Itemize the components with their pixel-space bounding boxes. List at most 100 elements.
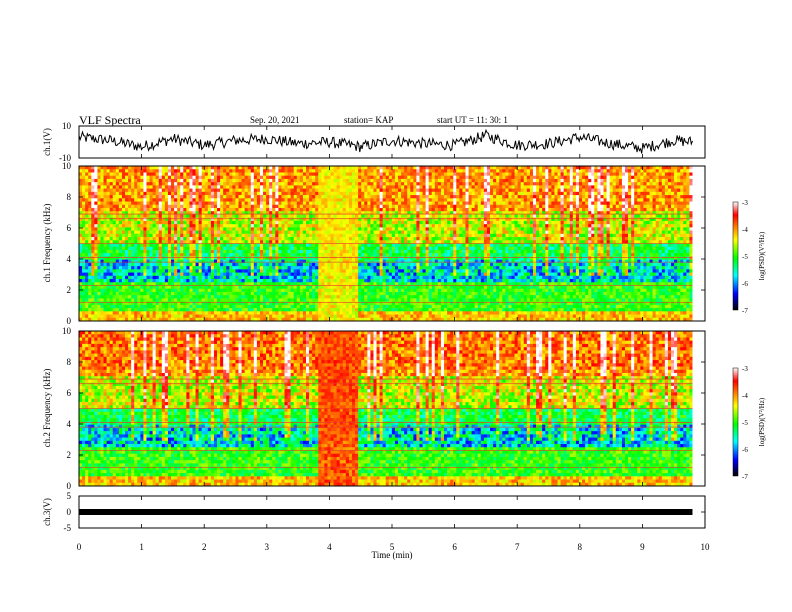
spectrogram-cell: [272, 204, 276, 209]
spectrogram-cell: [302, 178, 307, 183]
spectrogram-cell: [109, 308, 114, 312]
spectrogram-cell: [391, 285, 396, 290]
spectrogram-cell: [287, 266, 292, 270]
spectrogram-cell: [305, 207, 310, 212]
spectrogram-cell: [272, 230, 276, 235]
spectrogram-cell: [118, 220, 123, 225]
spectrogram-cell: [189, 269, 193, 273]
spectrogram-cell: [315, 253, 319, 257]
spectrogram-cell: [348, 224, 353, 228]
spectrogram-cell: [358, 272, 362, 277]
spectrogram-cell: [137, 272, 141, 277]
spectrogram-cell: [109, 230, 114, 235]
spectrogram-cell: [146, 230, 150, 235]
spectrogram-cell: [174, 259, 178, 264]
spectrogram-cell: [361, 204, 365, 209]
spectrogram-cell: [79, 298, 83, 303]
spectrogram-cell: [210, 253, 215, 257]
spectrogram-cell: [312, 217, 316, 222]
spectrogram-cell: [382, 272, 387, 277]
spectrogram-cell: [269, 178, 273, 183]
spectrogram-cell: [85, 204, 89, 209]
spectrogram-cell: [336, 256, 341, 261]
spectrogram-cell: [382, 230, 387, 235]
spectrogram-cell: [213, 237, 218, 241]
spectrogram-cell: [361, 233, 365, 238]
spectrogram-cell: [125, 301, 129, 306]
spectrogram-cell: [302, 272, 307, 277]
spectrogram-cell: [109, 227, 114, 231]
spectrogram-cell: [336, 169, 341, 173]
spectrogram-cell: [198, 211, 203, 215]
spectrogram-cell: [269, 246, 273, 251]
spectrogram-cell: [152, 275, 157, 280]
spectrogram-cell: [342, 291, 347, 296]
spectrogram-cell: [112, 259, 117, 264]
spectrogram-cell: [315, 166, 319, 170]
spectrogram-cell: [207, 185, 212, 190]
spectrogram-cell: [192, 217, 196, 222]
spectrogram-cell: [333, 207, 338, 212]
spectrogram-cell: [253, 304, 258, 309]
spectrogram-cell: [385, 285, 390, 290]
spectrogram-cell: [281, 288, 285, 293]
spectrogram-cell: [140, 214, 144, 219]
spectrogram-cell: [152, 195, 157, 199]
spectrogram-cell: [376, 233, 381, 238]
spectrogram-cell: [315, 272, 319, 277]
spectrogram-cell: [94, 178, 98, 183]
spectrogram-cell: [201, 249, 206, 254]
spectrogram-cell: [376, 304, 381, 309]
spectrogram-cell: [158, 295, 163, 299]
spectrogram-cell: [177, 204, 181, 209]
spectrogram-cell: [348, 240, 353, 244]
spectrogram-cell: [241, 166, 246, 170]
spectrogram-cell: [391, 233, 396, 238]
spectrogram-cell: [155, 259, 160, 264]
spectrogram-cell: [376, 317, 381, 322]
spectrogram-cell: [79, 237, 83, 241]
spectrogram-cell: [118, 288, 123, 293]
spectrogram-cell: [186, 253, 190, 257]
spectrogram-cell: [275, 217, 279, 222]
spectrogram-cell: [296, 169, 301, 173]
spectrogram-cell: [91, 172, 95, 177]
spectrogram-cell: [232, 253, 236, 257]
spectrogram-cell: [232, 169, 236, 173]
spectrogram-cell: [312, 314, 316, 319]
spectrogram-cell: [348, 243, 353, 248]
spectrogram-cell: [382, 204, 387, 209]
spectrogram-cell: [158, 298, 163, 303]
spectrogram-cell: [171, 259, 175, 264]
spectrogram-cell: [250, 185, 255, 190]
spectrogram-cell: [373, 269, 377, 273]
spectrogram-cell: [213, 227, 218, 231]
spectrogram-cell: [115, 249, 120, 254]
spectrogram-cell: [121, 282, 126, 286]
spectrogram-cell: [232, 259, 236, 264]
spectrogram-cell: [213, 259, 218, 264]
spectrogram-cell: [394, 191, 399, 196]
spectrogram-cell: [327, 295, 331, 299]
spectrogram-cell: [284, 282, 288, 286]
spectrogram-cell: [177, 233, 181, 238]
spectrogram-cell: [106, 169, 111, 173]
spectrogram-cell: [355, 262, 359, 267]
spectrogram-cell: [204, 227, 209, 231]
spectrogram-cell: [109, 256, 114, 261]
spectrogram-cell: [220, 308, 224, 312]
spectrogram-cell: [293, 304, 298, 309]
spectrogram-cell: [256, 198, 261, 202]
spectrogram-cell: [204, 269, 209, 273]
spectrogram-cell: [180, 220, 184, 225]
spectrogram-cell: [361, 188, 365, 193]
spectrogram-cell: [82, 249, 86, 254]
spectrogram-cell: [348, 256, 353, 261]
spectrogram-cell: [385, 311, 390, 315]
spectrogram-cell: [358, 246, 362, 251]
spectrogram-cell: [140, 178, 144, 183]
spectrogram-cell: [174, 224, 178, 228]
spectrogram-cell: [299, 172, 304, 177]
spectrogram-cell: [158, 185, 163, 190]
spectrogram-cell: [256, 259, 261, 264]
